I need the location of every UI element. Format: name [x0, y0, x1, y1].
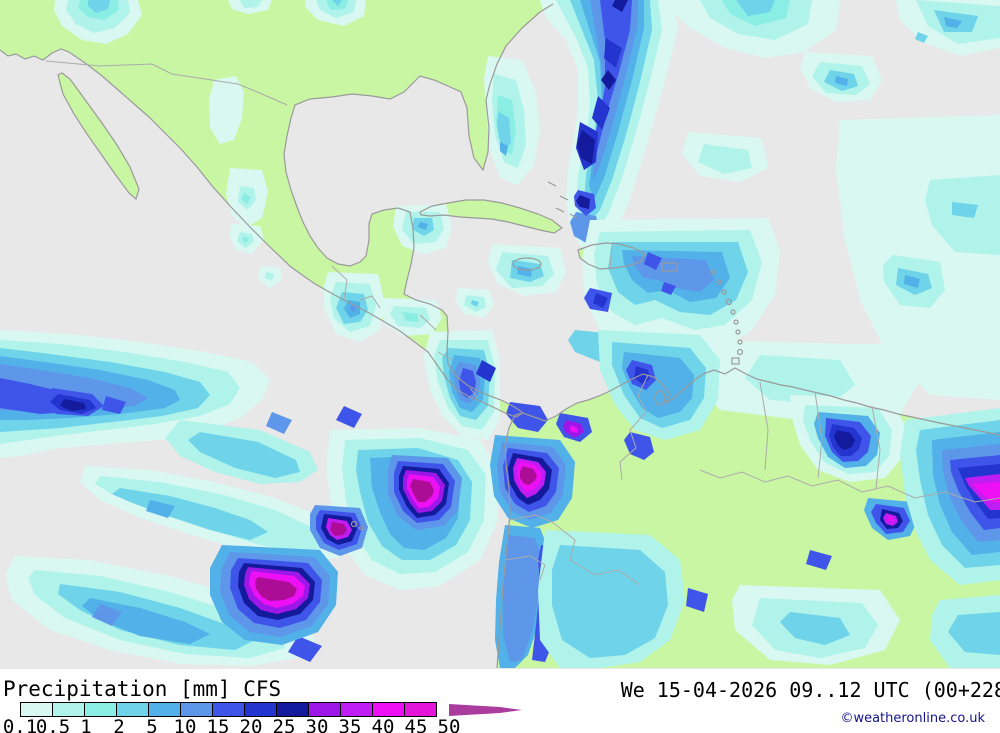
legend-cell: [180, 702, 213, 717]
legend-tick-label: 5: [146, 716, 158, 733]
legend-tick-label: 1: [80, 716, 92, 733]
legend-cell: [372, 702, 405, 717]
legend-footer: Precipitation [mm] CFS We 15-04-2026 09.…: [0, 669, 1000, 733]
legend-colorbar: [20, 702, 437, 717]
copyright-notice: ©weatheronline.co.uk: [840, 711, 985, 726]
legend-cell: [84, 702, 117, 717]
forecast-datetime: We 15-04-2026 09..12 UTC (00+228: [620, 678, 1000, 702]
legend-tick-label: 45: [404, 716, 428, 733]
legend-tick-label: 30: [305, 716, 329, 733]
legend-cell: [116, 702, 149, 717]
legend-title: Precipitation [mm] CFS: [3, 677, 282, 701]
precipitation-contours: [0, 0, 1000, 668]
land-baja-california: [58, 73, 139, 199]
legend-tick-label: 50: [437, 716, 461, 733]
legend-overflow-arrow: [449, 704, 522, 716]
legend-tick-labels: 0.1 0.5 1 2 5 10 15 20 25 30 35 40 45 50: [0, 716, 560, 733]
legend-cell: [308, 702, 341, 717]
legend-cell: [340, 702, 373, 717]
legend-cell: [244, 702, 277, 717]
legend-cell: [20, 702, 53, 717]
legend-tick-label: 35: [338, 716, 362, 733]
legend-cell: [52, 702, 85, 717]
land-cuba: [420, 200, 562, 233]
legend-cell: [212, 702, 245, 717]
coastlines: [0, 3, 1000, 669]
legend-cell: [148, 702, 181, 717]
legend-tick-label: 20: [239, 716, 263, 733]
precipitation-map: [0, 0, 1000, 669]
legend-tick-label: 2: [113, 716, 125, 733]
legend-cell: [404, 702, 437, 717]
legend-cell: [276, 702, 309, 717]
legend-tick-label: 0.1: [2, 716, 38, 733]
legend-tick-label: 0.5: [35, 716, 71, 733]
country-borders: [45, 60, 1000, 586]
legend-tick-label: 25: [272, 716, 296, 733]
legend-tick-label: 15: [206, 716, 230, 733]
small-islands: [350, 181, 744, 531]
legend-tick-label: 40: [371, 716, 395, 733]
legend-tick-label: 10: [173, 716, 197, 733]
